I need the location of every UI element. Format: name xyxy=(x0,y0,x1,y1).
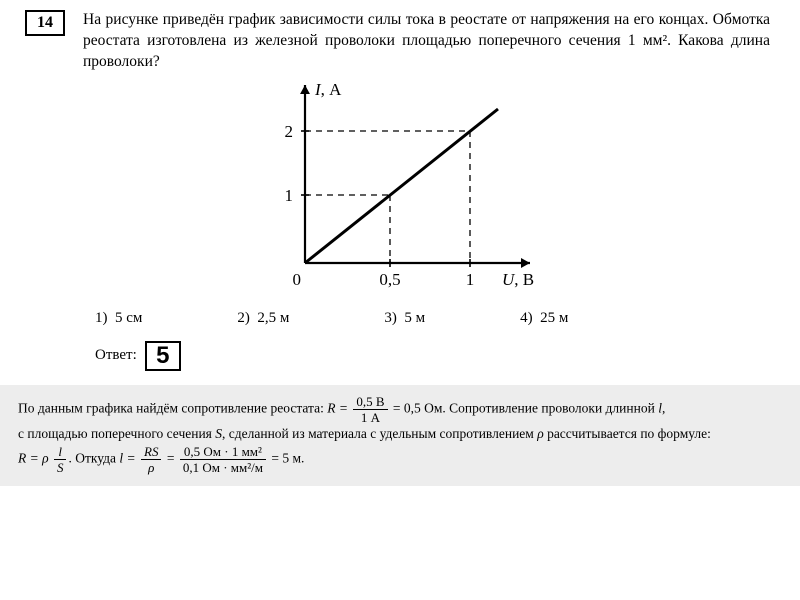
problem-text: На рисунке приведён график зависимости с… xyxy=(83,10,770,73)
r-var: R = xyxy=(327,400,348,415)
answer-options: 1) 5 см 2) 2,5 м 3) 5 м 4) 25 м xyxy=(0,298,800,327)
option-1: 1) 5 см xyxy=(95,310,142,327)
fraction-rs: RS ρ xyxy=(141,445,161,474)
r-formula: R = ρ xyxy=(18,450,49,465)
solution-block: По данным графика найдём сопротивление р… xyxy=(0,385,800,486)
chart-container: 0,5 1 1 2 0 U, В I, А xyxy=(0,73,800,298)
fraction-voltage: 0,5 В 1 А xyxy=(353,395,387,424)
solution-text: с площадью поперечного сечения xyxy=(18,426,215,441)
final-result: = 5 м. xyxy=(271,450,304,465)
solution-text: По данным графика найдём сопротивление р… xyxy=(18,400,327,415)
option-2: 2) 2,5 м xyxy=(237,310,289,327)
solution-text: Сопротивление проволоки длинной xyxy=(449,400,658,415)
problem-header: 14 На рисунке приведён график зависимост… xyxy=(0,0,800,73)
fraction-final: 0,5 Ом · 1 мм² 0,1 Ом · мм²/м xyxy=(180,445,266,474)
iv-chart: 0,5 1 1 2 0 U, В I, А xyxy=(250,73,550,298)
answer-row: Ответ: 5 xyxy=(0,327,800,371)
l-formula: l = xyxy=(119,450,135,465)
svg-text:0,5: 0,5 xyxy=(379,270,400,289)
svg-text:0: 0 xyxy=(293,270,302,289)
option-3: 3) 5 м xyxy=(384,310,425,327)
answer-label: Ответ: xyxy=(95,347,137,364)
svg-text:U, В: U, В xyxy=(502,270,534,289)
answer-box: 5 xyxy=(145,341,181,371)
option-4: 4) 25 м xyxy=(520,310,568,327)
svg-text:2: 2 xyxy=(285,122,294,141)
problem-number: 14 xyxy=(25,10,65,36)
svg-text:I, А: I, А xyxy=(314,80,342,99)
svg-text:1: 1 xyxy=(285,186,294,205)
r-result: = 0,5 Ом. xyxy=(393,400,446,415)
fraction-ls: l S xyxy=(54,445,67,474)
svg-text:1: 1 xyxy=(466,270,475,289)
